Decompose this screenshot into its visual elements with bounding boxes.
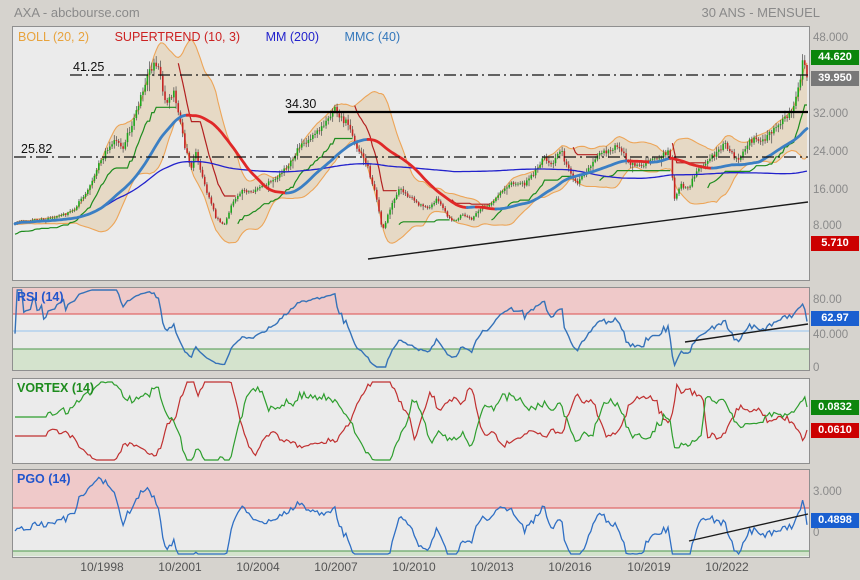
rsi-panel (12, 287, 810, 371)
rsi-level-80: 80.00 (813, 294, 842, 306)
vortex-chart-canvas[interactable] (13, 379, 809, 463)
main-chart-canvas[interactable]: 41.25 34.30 25.82 (13, 27, 809, 280)
svg-text:25.82: 25.82 (21, 142, 52, 156)
rsi-level-0: 0 (813, 362, 820, 374)
rsi-chart-canvas[interactable] (13, 288, 809, 370)
legend-supertrend[interactable]: SUPERTREND (10, 3) (114, 30, 241, 44)
pgo-value-badge: 0.4898 (811, 513, 859, 528)
vortex-panel (12, 378, 810, 464)
indicator-legend: BOLL (20, 2) SUPERTREND (10, 3) MM (200)… (18, 30, 422, 44)
main-chart-panel: 41.25 34.30 25.82 (12, 26, 810, 281)
price-badge-last: 39.950 (811, 71, 859, 86)
legend-mm200[interactable]: MM (200) (265, 30, 320, 44)
y-label-8: 8.000 (813, 220, 842, 232)
svg-text:34.30: 34.30 (285, 97, 316, 111)
x-label: 10/2007 (314, 560, 358, 574)
pgo-level-0: 0 (813, 527, 820, 539)
x-label: 10/2016 (548, 560, 592, 574)
rsi-label[interactable]: RSI (14) (17, 290, 64, 304)
y-label-16: 16.000 (813, 184, 849, 196)
pgo-level-3: 3.000 (813, 486, 842, 498)
y-label-32: 32.000 (813, 108, 849, 120)
y-label-48: 48.000 (813, 32, 849, 44)
x-label: 10/1998 (80, 560, 124, 574)
chart-period-label: 30 ANS - MENSUEL (701, 5, 821, 20)
pgo-label[interactable]: PGO (14) (17, 472, 71, 486)
pgo-panel (12, 469, 810, 558)
y-label-24: 24.000 (813, 146, 849, 158)
x-label: 10/2001 (158, 560, 202, 574)
x-label: 10/2013 (470, 560, 514, 574)
price-badge-high: 44.620 (811, 50, 859, 65)
svg-text:41.25: 41.25 (73, 60, 104, 74)
vortex-minus-badge: 0.0610 (811, 423, 859, 438)
rsi-level-40: 40.000 (813, 329, 849, 341)
x-label: 10/2010 (392, 560, 436, 574)
vortex-plus-badge: 0.0832 (811, 400, 859, 415)
pgo-chart-canvas[interactable] (13, 470, 809, 557)
app-title: AXA - abcbourse.com (14, 5, 140, 20)
rsi-value-badge: 62.97 (811, 311, 859, 326)
legend-boll[interactable]: BOLL (20, 2) (18, 30, 90, 44)
price-badge-low: 5.710 (811, 236, 859, 251)
x-label: 10/2022 (705, 560, 749, 574)
legend-mmc40[interactable]: MMC (40) (344, 30, 401, 44)
x-label: 10/2004 (236, 560, 280, 574)
x-label: 10/2019 (627, 560, 671, 574)
vortex-label[interactable]: VORTEX (14) (17, 381, 95, 395)
